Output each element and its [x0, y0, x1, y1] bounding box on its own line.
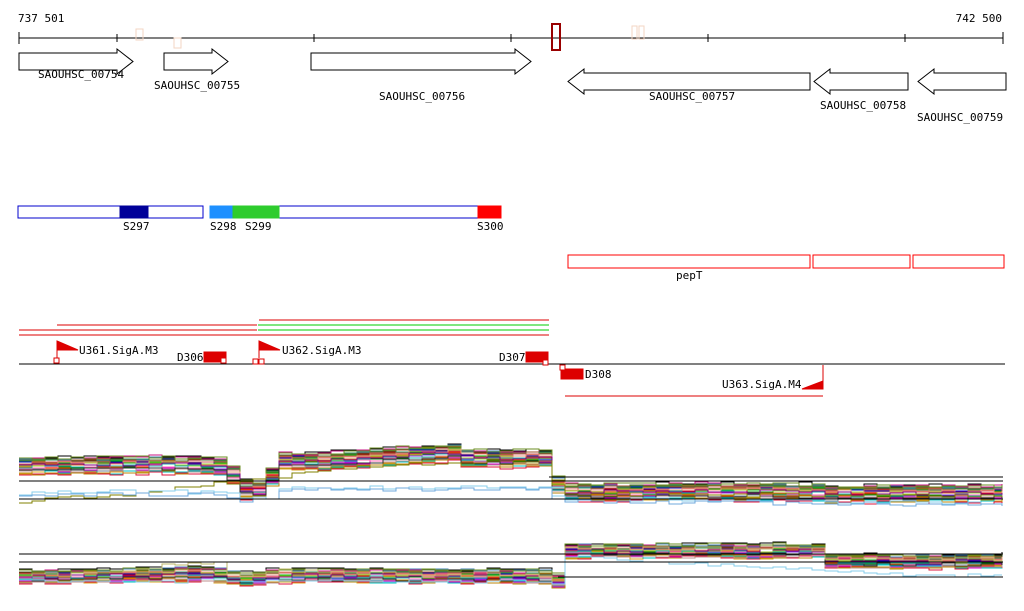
segment-label-S298: S298: [210, 220, 237, 233]
faint-marker: [638, 25, 645, 40]
terminator-square: [559, 364, 566, 371]
predicted-transcripts-track: U361.SigA.M3 U362.SigA.M3 U363.SigA.M4 D306…: [19, 319, 1005, 397]
tss-label-U362.SigA.M3: U362.SigA.M3: [282, 344, 361, 357]
gene-label-SAOUHSC_00757: SAOUHSC_00757: [649, 90, 735, 103]
segment-track: S297 S298 S299 S300: [17, 205, 504, 233]
segment-label-S299: S299: [245, 220, 272, 233]
tss-flag-U363.SigA.M4[interactable]: U363.SigA.M4: [722, 365, 824, 391]
tss-label-U363.SigA.M4: U363.SigA.M4: [722, 378, 802, 391]
highlight-marker: [551, 23, 561, 51]
operon-box[interactable]: [567, 254, 811, 269]
gene-track: SAOUHSC_00754 SAOUHSC_00755 SAOUHSC_00756 S…: [18, 47, 1007, 124]
ruler-end-label: 742 500: [956, 12, 1002, 25]
terminator-square: [542, 359, 549, 366]
terminator-label-D307: D307: [499, 351, 526, 364]
coverage-panel-1: [19, 443, 1003, 507]
gene-arrow-SAOUHSC_00757[interactable]: [567, 67, 811, 96]
tss-flag-U362.SigA.M3[interactable]: U362.SigA.M3: [252, 340, 361, 365]
tss-base-square: [252, 358, 259, 365]
gene-arrow-SAOUHSC_00758[interactable]: [813, 67, 909, 96]
expression-trace: [19, 451, 1003, 496]
expression-trace: [19, 555, 1002, 585]
expression-trace: [19, 485, 1003, 505]
ruler-start-label: 737 501: [18, 12, 64, 25]
expression-trace: [19, 544, 1003, 576]
faint-marker: [631, 25, 638, 40]
expression-trace: [19, 542, 1003, 574]
gene-label-SAOUHSC_00759: SAOUHSC_00759: [917, 111, 1003, 124]
gene-label-SAOUHSC_00758: SAOUHSC_00758: [820, 99, 906, 112]
gene-arrow-SAOUHSC_00755[interactable]: [163, 47, 229, 76]
operon-box[interactable]: [912, 254, 1005, 269]
faint-marker: [135, 28, 144, 41]
segment-block-S300[interactable]: [477, 205, 502, 219]
terminator-label-D308: D308: [585, 368, 612, 381]
terminator-D306[interactable]: D306: [177, 351, 227, 364]
gene-arrow-SAOUHSC_00754[interactable]: [18, 47, 134, 76]
segment-bar[interactable]: [17, 205, 204, 219]
coverage-panel-2: [19, 541, 1003, 589]
operon-label: pepT: [676, 269, 703, 282]
terminator-label-D306: D306: [177, 351, 204, 364]
faint-marker: [173, 37, 182, 49]
segment-block-S299[interactable]: [232, 205, 280, 219]
expression-trace: [19, 487, 1003, 507]
operon-box[interactable]: [812, 254, 911, 269]
gene-arrow-SAOUHSC_00756[interactable]: [310, 47, 532, 76]
tss-base-square: [258, 358, 265, 365]
segment-label-S297: S297: [123, 220, 150, 233]
operon-track: pepT: [567, 254, 1005, 282]
expression-trace: [19, 445, 1003, 492]
tss-label-U361.SigA.M3: U361.SigA.M3: [79, 344, 158, 357]
gene-label-SAOUHSC_00756: SAOUHSC_00756: [379, 90, 465, 103]
segment-label-S300: S300: [477, 220, 504, 233]
expression-trace: [19, 445, 1003, 489]
gene-arrow-SAOUHSC_00759[interactable]: [917, 67, 1007, 96]
expression-trace: [19, 546, 1003, 582]
terminator-D308[interactable]: D308: [559, 364, 612, 381]
tss-flag-U361.SigA.M3[interactable]: U361.SigA.M3: [53, 340, 158, 364]
coordinate-ruler: [18, 23, 1004, 51]
tss-base-square: [53, 357, 60, 364]
expression-trace: [19, 448, 1003, 494]
expression-trace: [19, 460, 1003, 504]
gene-label-SAOUHSC_00754: SAOUHSC_00754: [38, 68, 124, 81]
gene-label-SAOUHSC_00755: SAOUHSC_00755: [154, 79, 240, 92]
segment-block-S298[interactable]: [209, 205, 234, 219]
segment-bar[interactable]: [278, 205, 479, 219]
terminator-D307[interactable]: D307: [499, 351, 549, 366]
segment-block-S297[interactable]: [119, 205, 149, 219]
terminator-square: [220, 357, 227, 364]
expression-panels: [19, 443, 1003, 589]
